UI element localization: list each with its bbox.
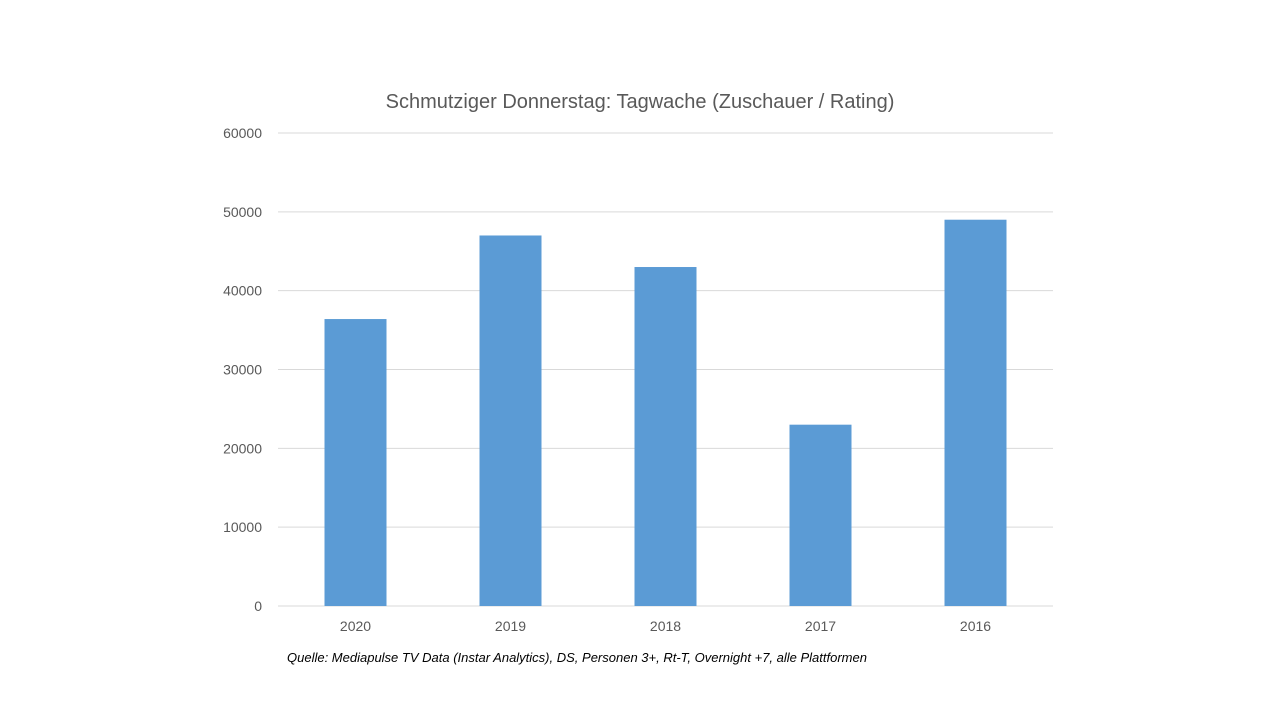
y-axis: 0 10000 20000 30000 40000 50000 60000 — [223, 125, 262, 614]
bar-2019 — [479, 235, 542, 606]
bars — [324, 219, 1007, 606]
x-tick-label: 2019 — [495, 618, 526, 634]
y-tick-label: 50000 — [223, 204, 262, 220]
bar-2020 — [324, 319, 387, 606]
chart-title: Schmutziger Donnerstag: Tagwache (Zuscha… — [386, 91, 895, 113]
y-tick-label: 30000 — [223, 362, 262, 378]
y-tick-label: 20000 — [223, 440, 262, 456]
bar-2017 — [789, 424, 852, 606]
bar-2016 — [944, 219, 1007, 606]
y-tick-label: 10000 — [223, 519, 262, 535]
x-tick-label: 2016 — [960, 618, 991, 634]
bar-2018 — [634, 267, 697, 606]
x-tick-label: 2020 — [340, 618, 371, 634]
y-tick-label: 60000 — [223, 125, 262, 141]
y-tick-label: 40000 — [223, 283, 262, 299]
x-axis: 2020 2019 2018 2017 2016 — [340, 618, 991, 634]
x-tick-label: 2017 — [805, 618, 836, 634]
x-tick-label: 2018 — [650, 618, 681, 634]
source-note: Quelle: Mediapulse TV Data (Instar Analy… — [287, 650, 867, 665]
y-tick-label: 0 — [254, 598, 262, 614]
